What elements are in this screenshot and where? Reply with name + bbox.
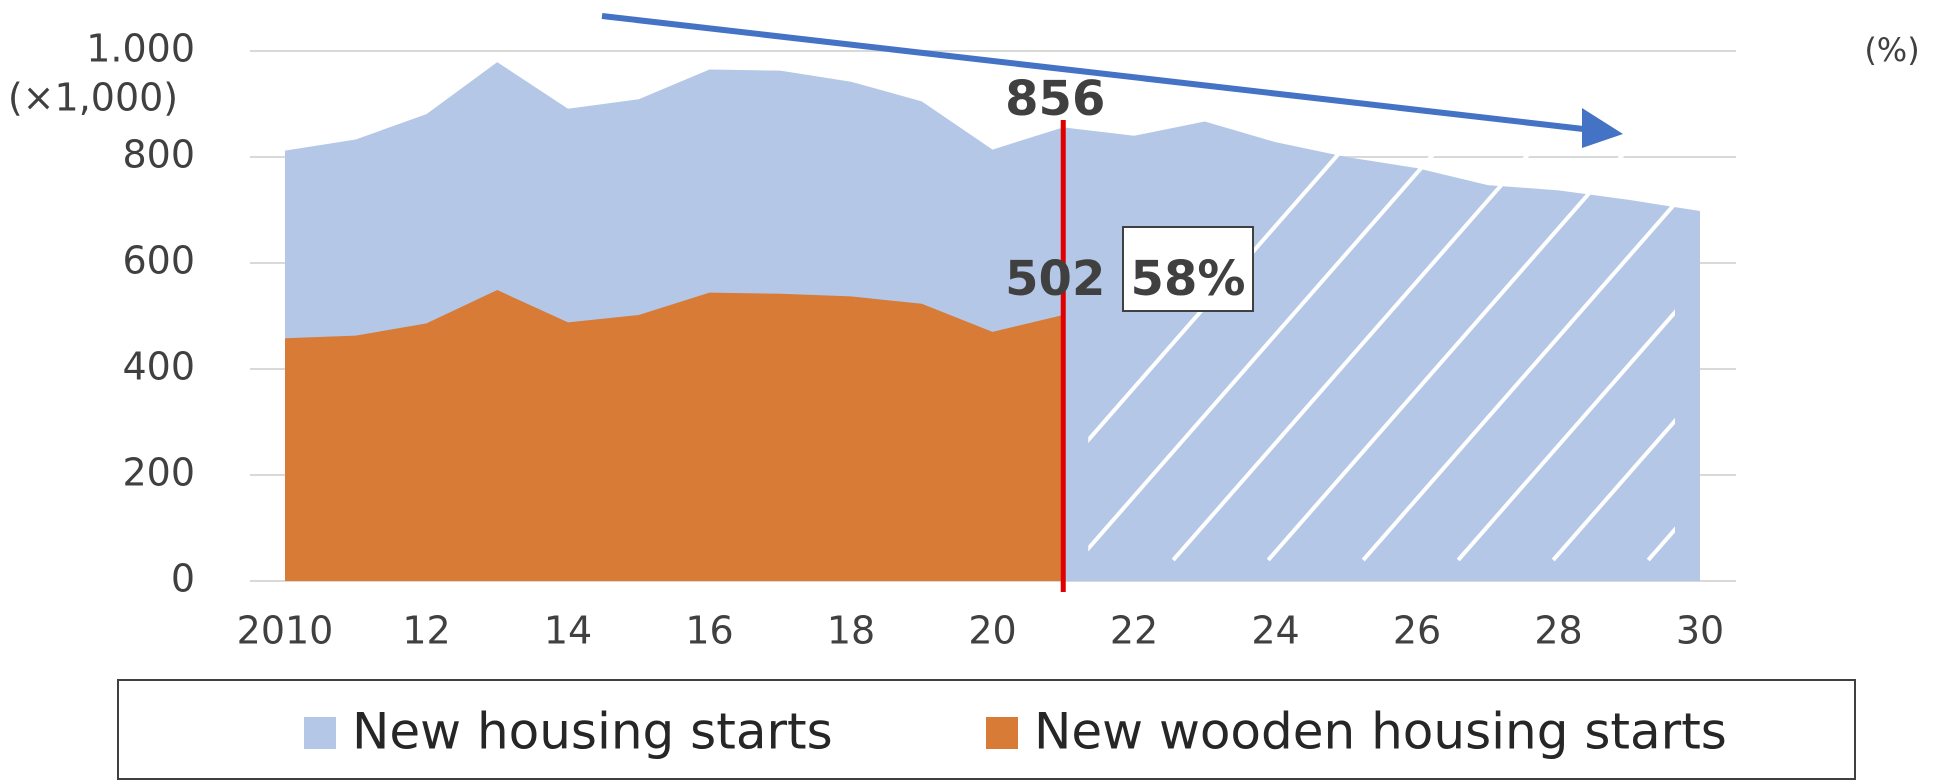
hatch-line	[1171, 150, 1535, 562]
y-tick-label: 400	[122, 345, 195, 389]
x-tick-label: 14	[544, 609, 592, 653]
trend-arrow	[601, 13, 1593, 133]
x-tick-label: 24	[1251, 609, 1299, 653]
legend-label: New housing starts	[352, 703, 833, 761]
y-unit: (×1,000)	[8, 76, 178, 120]
x-tick-label: 26	[1393, 609, 1441, 653]
y-tick-label: 200	[122, 451, 195, 495]
areas	[285, 62, 1700, 581]
data-label: 856	[1005, 71, 1105, 127]
data-label: 502	[1005, 251, 1105, 307]
hatch-line	[1551, 417, 1675, 562]
x-tick-label: 16	[685, 609, 733, 653]
legend-label: New wooden housing starts	[1034, 703, 1727, 761]
hatch-line	[1456, 309, 1675, 562]
hatch-line	[1838, 80, 1935, 560]
x-tick-label: 22	[1110, 609, 1158, 653]
y2-unit: (%)	[1864, 31, 1919, 69]
area	[285, 290, 1064, 581]
trend-arrowhead	[1582, 108, 1623, 148]
legend: New housing starts New wooden housing sta…	[304, 703, 1727, 761]
y-tick-label: 600	[122, 239, 195, 283]
hatch-line	[1088, 150, 1440, 552]
x-tick-label: 2010	[237, 609, 334, 653]
forecast-hatch	[1088, 80, 1935, 562]
legend-swatch	[304, 717, 336, 749]
legend-swatch	[986, 717, 1018, 749]
x-tick-label: 18	[827, 609, 875, 653]
annotation: 58%	[1131, 251, 1246, 307]
y-tick-label: 0	[171, 557, 195, 601]
x-tick-label: 30	[1676, 609, 1724, 653]
x-tick-label: 20	[968, 609, 1016, 653]
annotation-box	[1122, 226, 1254, 312]
x-tick-label: 28	[1534, 609, 1582, 653]
y-tick-label: 800	[122, 133, 195, 177]
y-tick-label: 1.000	[86, 27, 195, 71]
hatch-line	[1743, 80, 1935, 560]
hatch-line	[1088, 150, 1345, 444]
hatch-line	[1266, 150, 1630, 562]
hatch-line	[1361, 200, 1675, 562]
x-tick-label: 12	[402, 609, 450, 653]
